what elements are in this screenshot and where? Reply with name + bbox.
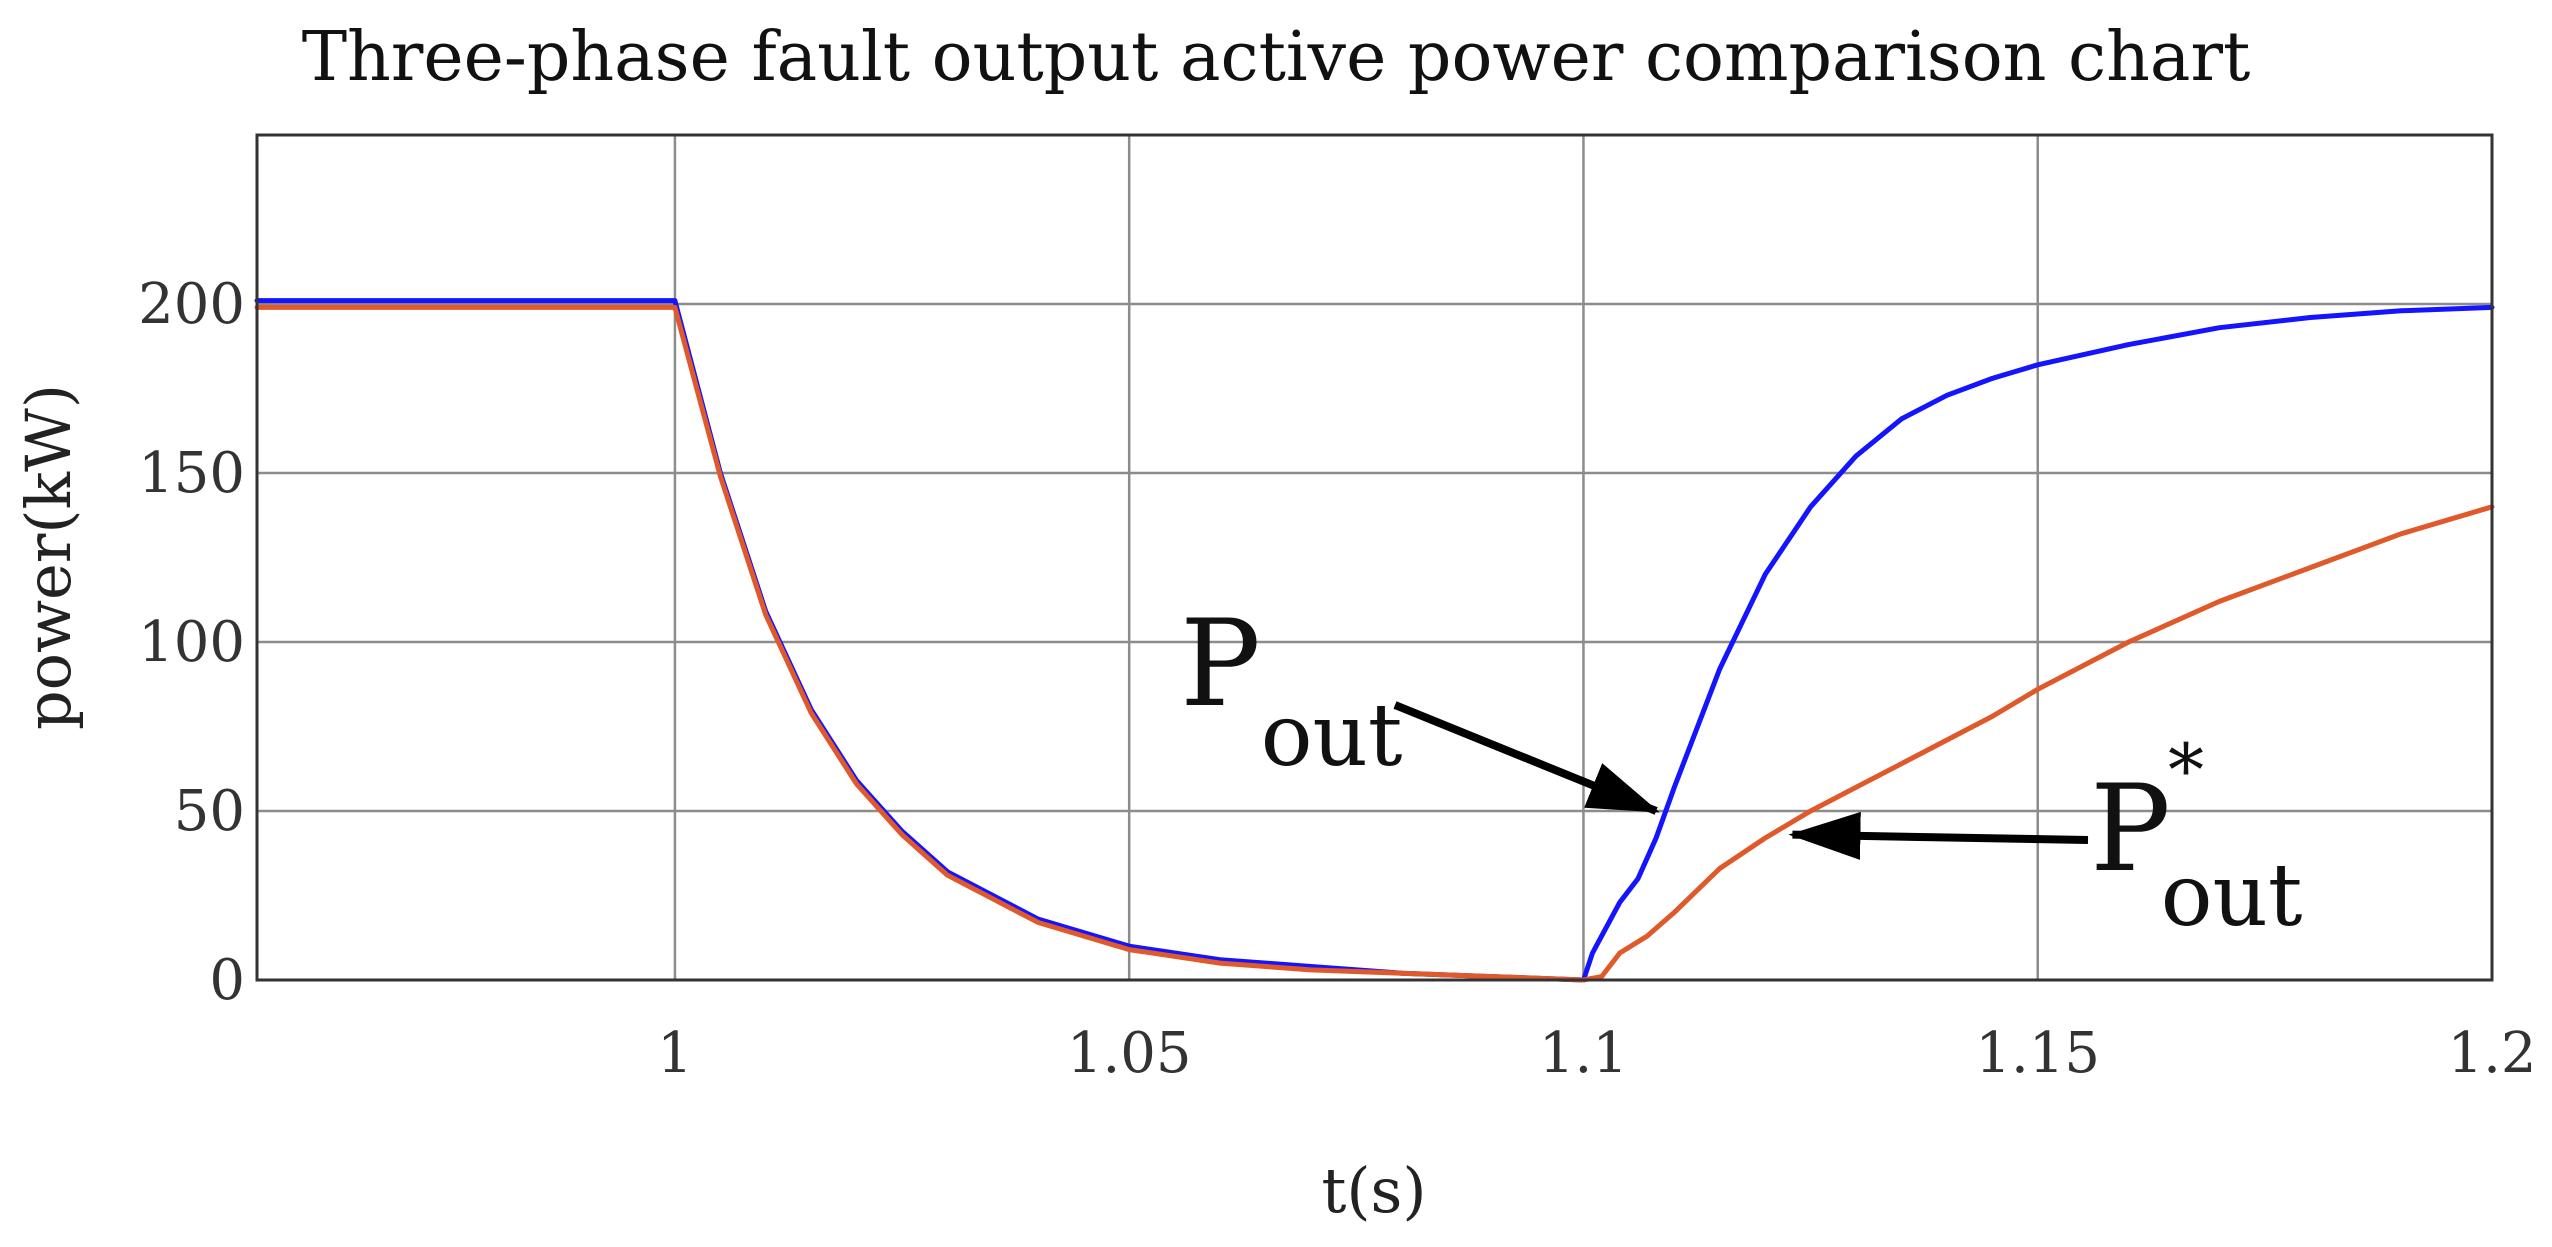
annotation-pout: Pout <box>1180 595 1402 786</box>
y-tick-label: 100 <box>138 610 245 675</box>
annotation-pout-star-label: P <box>2090 760 2171 899</box>
x-tick-label: 1.1 <box>1539 1021 1628 1086</box>
y-tick-label: 150 <box>138 441 245 506</box>
annotations: Pout Pout * <box>1180 595 2302 946</box>
series-line-2 <box>254 304 2495 983</box>
series-group <box>254 298 2495 983</box>
x-axis-label: t(s) <box>1321 1154 1426 1227</box>
plot-frame <box>255 133 2494 982</box>
annotation-pout-label: P <box>1180 595 1261 734</box>
tick-labels: 1 1.05 1.1 1.15 1.2 0 50 100 150 200 <box>138 272 2536 1086</box>
y-tick-label: 200 <box>138 272 245 337</box>
x-tick-label: 1.15 <box>1975 1021 2100 1086</box>
x-tick-label: 1 <box>657 1021 693 1086</box>
annotation-pout-arrow <box>1393 701 1660 815</box>
chart-title: Three-phase fault output active power co… <box>302 18 2251 97</box>
x-tick-label: 1.2 <box>2447 1021 2536 1086</box>
y-axis-label: power(kW) <box>12 384 85 730</box>
annotation-pout-star: Pout <box>2090 760 2302 946</box>
x-tick-label: 1.05 <box>1067 1021 1192 1086</box>
y-tick-label: 0 <box>209 948 245 1013</box>
annotation-pout-subscript: out <box>1261 686 1403 786</box>
annotation-pout-star-superscript: * <box>2168 728 2204 812</box>
y-tick-label: 50 <box>174 779 245 844</box>
annotation-pout-star-subscript: out <box>2161 846 2303 946</box>
annotation-pout-star-arrow <box>1788 811 2089 860</box>
